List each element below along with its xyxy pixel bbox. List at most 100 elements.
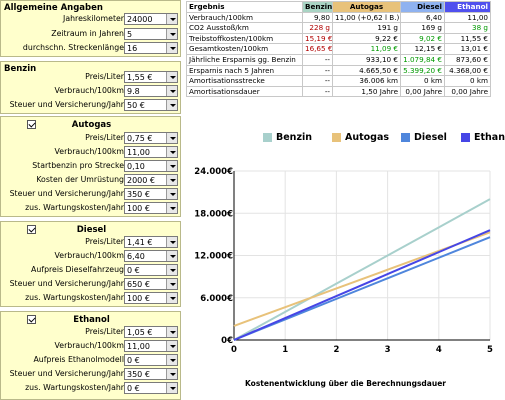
cell-benzin: -- xyxy=(302,53,333,66)
diesel-verbrauch-select[interactable]: 6,40 xyxy=(124,250,178,262)
y-tick-label: 0€ xyxy=(221,336,233,346)
benzin-verbrauch-value: 9.8 xyxy=(127,87,140,96)
ethanol-verbrauch-value: 11,00 xyxy=(127,342,150,351)
autogas-startbenzin-select[interactable]: 0,10 xyxy=(124,160,178,172)
header-benzin: Benzin xyxy=(302,1,333,13)
diesel-wartung-select[interactable]: 100 € xyxy=(124,292,178,304)
row-diesel-wartung: zus. Wartungskosten/Jahr 100 € xyxy=(1,292,182,305)
table-row: Verbrauch/100km 9,80 11,00 (+0,62 l B.) … xyxy=(186,11,491,24)
cost-chart: Benzin Autogas Diesel Ethanol 0€6.000€12… xyxy=(186,124,505,400)
chevron-down-icon xyxy=(166,355,177,365)
cell-diesel: 1.079,84 € xyxy=(400,53,445,66)
autogas-preis-value: 0,75 € xyxy=(127,134,153,143)
y-tick-label: 6.000€ xyxy=(200,294,233,304)
row-label: Gesamtkosten/100km xyxy=(186,43,303,55)
row-zeitraum: Zeitraum in Jahren 5 xyxy=(1,28,182,41)
chevron-down-icon xyxy=(166,203,177,213)
ethanol-aufpreis-select[interactable]: 0 € xyxy=(124,354,178,366)
label-benzin-verbrauch: Verbrauch/100km xyxy=(54,86,124,95)
cell-autogas: 36.006 km xyxy=(332,75,401,87)
autogas-wartung-select[interactable]: 100 € xyxy=(124,202,178,214)
ethanol-checkbox[interactable] xyxy=(27,315,36,324)
cell-diesel: 12,15 € xyxy=(400,43,445,55)
benzin-panel: Benzin Preis/Liter 1,55 € Verbrauch/100k… xyxy=(0,61,181,114)
general-panel: Allgemeine Angaben Jahreskilometer 24000… xyxy=(0,0,181,57)
ethanol-preis-select[interactable]: 1,05 € xyxy=(124,326,178,338)
chevron-down-icon xyxy=(166,265,177,275)
row-jahreskilometer: Jahreskilometer 24000 xyxy=(1,13,182,26)
cell-benzin: 9,80 xyxy=(302,11,333,24)
benzin-steuer-select[interactable]: 50 € xyxy=(124,99,178,111)
autogas-steuer-select[interactable]: 350 € xyxy=(124,188,178,200)
autogas-umruestung-value: 2000 € xyxy=(127,176,155,185)
y-tick-label: 18.000€ xyxy=(194,209,233,219)
autogas-checkbox[interactable] xyxy=(27,120,36,129)
cell-ethanol: 0 km xyxy=(444,75,491,87)
header-autogas: Autogas xyxy=(332,1,401,13)
cell-ethanol: 873,60 € xyxy=(444,53,491,66)
label-autogas-wartung: zus. Wartungskosten/Jahr xyxy=(25,203,124,212)
chart-plot: 0€ 6.000€ 12.000€ 18.000€ 24.000€ 0 1 2 3 4 5 xyxy=(194,167,493,355)
autogas-umruestung-select[interactable]: 2000 € xyxy=(124,174,178,186)
x-tick-label: 0 xyxy=(231,345,237,355)
cell-benzin: -- xyxy=(302,75,333,87)
autogas-preis-select[interactable]: 0,75 € xyxy=(124,132,178,144)
benzin-steuer-value: 50 € xyxy=(127,101,145,110)
header-ergebnis: Ergebnis xyxy=(186,1,303,13)
row-ethanol-wartung: zus. Wartungskosten/Jahr 0 € xyxy=(1,382,182,395)
chevron-down-icon xyxy=(166,251,177,261)
label-diesel-steuer: Steuer und Versicherung/Jahr xyxy=(9,279,124,288)
diesel-checkbox[interactable] xyxy=(27,225,36,234)
ethanol-wartung-select[interactable]: 0 € xyxy=(124,382,178,394)
chevron-down-icon xyxy=(166,175,177,185)
autogas-steuer-value: 350 € xyxy=(127,190,150,199)
autogas-title: Autogas xyxy=(71,120,112,130)
row-autogas-preis: Preis/Liter 0,75 € xyxy=(1,132,182,145)
chevron-down-icon xyxy=(166,86,177,96)
x-tick-label: 5 xyxy=(487,345,493,355)
cell-autogas: 9,22 € xyxy=(332,32,401,45)
benzin-verbrauch-select[interactable]: 9.8 xyxy=(124,85,178,97)
cell-autogas: 11,00 (+0,62 l B.) xyxy=(332,11,401,24)
diesel-aufpreis-value: 0 € xyxy=(127,266,140,275)
diesel-preis-value: 1,41 € xyxy=(127,238,153,247)
cell-autogas: 1,50 Jahre xyxy=(332,85,401,98)
streckenlaenge-select[interactable]: 16 xyxy=(124,42,178,54)
ethanol-title: Ethanol xyxy=(73,315,110,325)
cell-diesel: 0,00 Jahre xyxy=(400,85,445,98)
chevron-down-icon xyxy=(166,161,177,171)
ethanol-verbrauch-select[interactable]: 11,00 xyxy=(124,340,178,352)
label-autogas-startbenzin: Startbenzin pro Strecke xyxy=(32,161,124,170)
benzin-preis-select[interactable]: 1,55 € xyxy=(124,71,178,83)
label-jahreskilometer: Jahreskilometer xyxy=(63,14,124,23)
cell-ethanol: 4.368,00 € xyxy=(444,64,491,77)
benzin-title: Benzin xyxy=(4,64,37,74)
series-line-benzin xyxy=(233,198,491,341)
label-ethanol-wartung: zus. Wartungskosten/Jahr xyxy=(25,383,124,392)
autogas-verbrauch-select[interactable]: 11,00 xyxy=(124,146,178,158)
label-benzin-preis: Preis/Liter xyxy=(85,72,124,81)
row-benzin-preis: Preis/Liter 1,55 € xyxy=(1,71,182,84)
label-diesel-preis: Preis/Liter xyxy=(85,237,124,246)
diesel-preis-select[interactable]: 1,41 € xyxy=(124,236,178,248)
row-ethanol-verbrauch: Verbrauch/100km 11,00 xyxy=(1,340,182,353)
legend-swatch-autogas xyxy=(332,133,341,142)
zeitraum-select[interactable]: 5 xyxy=(124,28,178,40)
ethanol-steuer-value: 350 € xyxy=(127,370,150,379)
ethanol-steuer-select[interactable]: 350 € xyxy=(124,368,178,380)
diesel-wartung-value: 100 € xyxy=(127,294,150,303)
label-zeitraum: Zeitraum in Jahren xyxy=(51,29,124,38)
diesel-aufpreis-select[interactable]: 0 € xyxy=(124,264,178,276)
row-benzin-verbrauch: Verbrauch/100km 9.8 xyxy=(1,85,182,98)
table-header-row: Ergebnis Benzin Autogas Diesel Ethanol xyxy=(186,1,491,13)
jahreskilometer-select[interactable]: 24000 xyxy=(124,13,178,25)
autogas-wartung-value: 100 € xyxy=(127,204,150,213)
row-diesel-preis: Preis/Liter 1,41 € xyxy=(1,236,182,249)
label-benzin-steuer: Steuer und Versicherung/Jahr xyxy=(9,100,124,109)
label-diesel-aufpreis: Aufpreis Dieselfahrzeug xyxy=(31,265,124,274)
row-autogas-startbenzin: Startbenzin pro Strecke 0,10 xyxy=(1,160,182,173)
chevron-down-icon xyxy=(166,279,177,289)
diesel-steuer-select[interactable]: 650 € xyxy=(124,278,178,290)
cell-benzin: -- xyxy=(302,64,333,77)
label-autogas-preis: Preis/Liter xyxy=(85,133,124,142)
